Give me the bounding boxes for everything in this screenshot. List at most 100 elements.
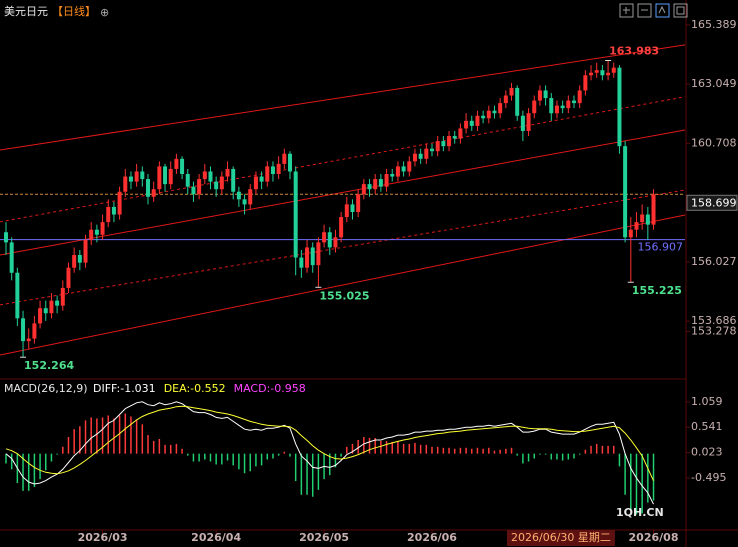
candle-body [140,171,145,180]
candle-body [628,229,633,238]
candle-body [554,105,559,114]
candle-body [543,90,548,99]
candle-body [15,272,20,319]
candle-body [77,255,82,263]
annotation-label: 155.225 [632,284,682,297]
candle-body [288,153,292,172]
candle-body [157,166,162,190]
candle-body [384,174,389,187]
candle-body [123,176,128,192]
reference-label-bg [638,240,684,254]
candle-body [589,72,594,76]
candle-body [390,174,395,177]
y-tick-label: 160.708 [691,136,737,149]
candle-body [498,103,503,114]
tool-icons [623,5,685,15]
cursor-label-bg [506,530,615,546]
y-tick-label: -0.495 [691,471,726,484]
tool-button[interactable] [673,3,688,18]
y-tick-label: 156.027 [691,255,737,268]
channel-line [0,129,686,256]
candle-body [373,179,378,190]
candle-body [146,179,150,197]
candle-body [469,120,474,126]
candle-body [276,163,281,175]
candle-body [21,318,26,342]
candle-body [583,75,588,91]
annotation-label: 152.264 [24,359,74,372]
candle-body [520,115,525,131]
candle-body [333,237,338,248]
toolbar [619,3,688,18]
candle-body [180,158,185,175]
candle-body [265,166,270,182]
candle-body [577,90,582,104]
candle-body [572,100,576,104]
candle-body [174,158,179,169]
cursor-label: 2026/06/30 星期二 [511,531,611,544]
candle-body [486,110,491,119]
candle-body [270,166,275,175]
candle-body [441,141,446,147]
candle-body [367,184,372,190]
candle-body [293,171,298,258]
candle-body [560,105,565,109]
candle-body [299,257,304,268]
candle-body [66,267,71,288]
candle-body [515,87,520,116]
candle-body [202,171,207,180]
candle-body [89,229,94,240]
candle-body [492,110,497,114]
x-tick-label: 2026/06 [407,531,457,544]
candle-body [231,168,236,192]
y-tick-label: 0.023 [691,446,723,459]
candle-body [537,90,542,101]
y-tick-label: 153.278 [691,325,737,338]
candle-body [350,204,355,212]
candle-body [94,229,99,235]
candle-body [168,168,173,185]
candle-body [640,214,645,223]
candle-body [134,171,139,182]
candle-body [430,148,434,152]
channel-line [0,96,686,223]
channel-line [0,44,686,151]
candle-body [191,186,196,195]
tool-button[interactable] [637,3,652,18]
candle-body [242,199,247,205]
tool-button[interactable] [619,3,634,18]
candle-body [549,98,554,114]
candle-body [248,189,253,205]
candle-body [305,247,310,268]
candle-body [458,128,463,139]
y-tick-label: 0.541 [691,420,723,433]
candle-body [407,161,412,172]
tool-button[interactable] [655,3,670,18]
candle-body [361,184,366,195]
candle-body [236,191,241,200]
candle-body [651,194,656,225]
candle-body [197,179,202,195]
candle-body [32,323,37,339]
candle-body [327,232,332,248]
candle-body [594,70,599,73]
candle-body [475,115,480,126]
legend-entry: DEA:-0.552 [164,382,226,395]
candle-body [4,232,8,243]
candle-body [435,141,440,152]
candle-body [526,113,531,131]
last-price-box [686,194,738,211]
candle-body [83,239,88,263]
candle-body [356,194,361,212]
candle-body [219,176,224,190]
legend-entry: DIFF:-1.031 [93,382,156,395]
candle-body [43,308,48,314]
candle-body [322,232,327,243]
candle-body [253,176,258,190]
add-indicator[interactable]: ⊕ [100,6,109,19]
candle-body [55,300,60,306]
y-tick-label: 163.049 [691,77,737,90]
candle-body [452,136,457,139]
